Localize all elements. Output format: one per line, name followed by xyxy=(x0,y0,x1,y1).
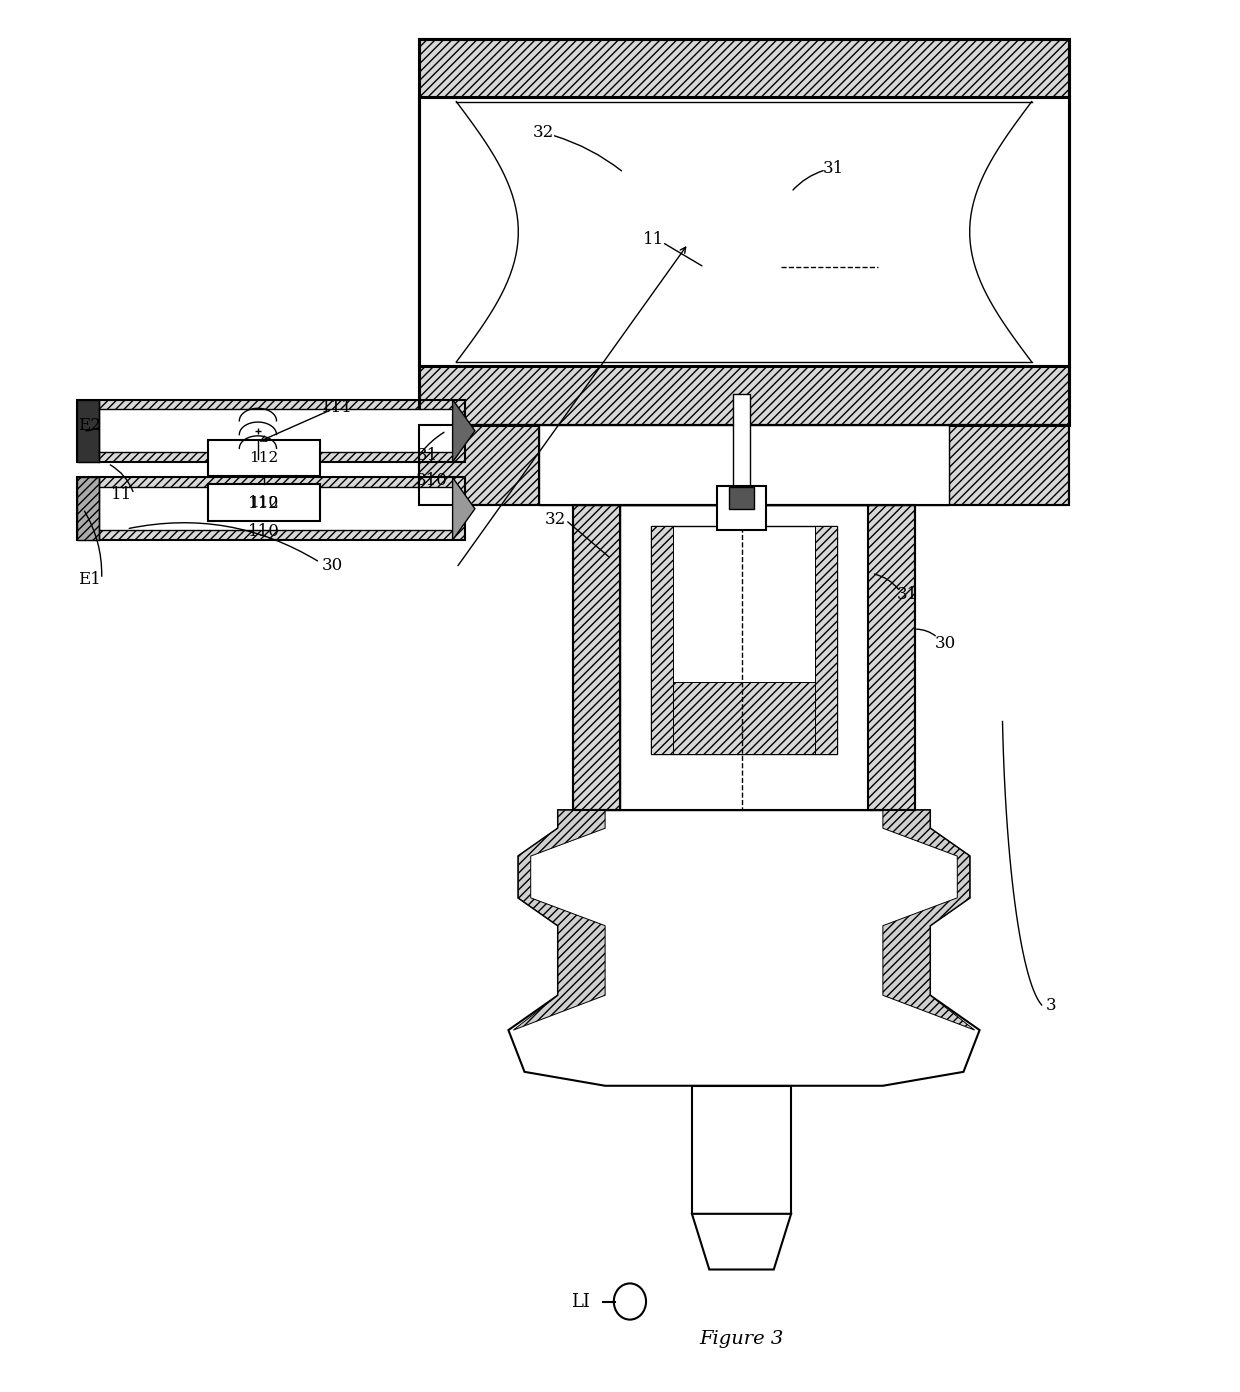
Text: 30: 30 xyxy=(321,557,343,574)
Bar xyxy=(733,394,750,498)
Bar xyxy=(651,526,673,754)
Bar xyxy=(573,505,915,810)
Text: Figure 3: Figure 3 xyxy=(699,1331,784,1347)
Polygon shape xyxy=(453,477,475,540)
Bar xyxy=(868,505,915,810)
Text: 110: 110 xyxy=(248,523,280,540)
Text: E2: E2 xyxy=(78,418,100,434)
Bar xyxy=(539,425,949,505)
Bar xyxy=(419,425,539,505)
Text: 110: 110 xyxy=(249,496,279,509)
Polygon shape xyxy=(453,400,475,462)
Polygon shape xyxy=(692,1214,791,1270)
Bar xyxy=(717,486,766,530)
Bar xyxy=(620,505,868,810)
Bar xyxy=(77,400,99,462)
Bar xyxy=(87,487,455,530)
Bar xyxy=(77,477,465,540)
Text: E1: E1 xyxy=(78,571,100,587)
Polygon shape xyxy=(508,810,980,1086)
Text: 310: 310 xyxy=(415,472,448,489)
Bar xyxy=(208,440,320,476)
Bar xyxy=(949,425,1069,505)
Text: LI: LI xyxy=(570,1293,590,1310)
Polygon shape xyxy=(883,810,975,1030)
Text: 3: 3 xyxy=(1047,997,1056,1013)
Bar xyxy=(419,39,1069,97)
Bar xyxy=(87,409,455,452)
Bar xyxy=(77,477,99,540)
Text: 32: 32 xyxy=(532,124,554,141)
Bar xyxy=(729,487,754,509)
Text: 30: 30 xyxy=(934,635,956,651)
Text: 31: 31 xyxy=(417,447,439,464)
Bar xyxy=(573,505,620,810)
Text: 112: 112 xyxy=(248,496,280,512)
Bar xyxy=(692,1086,791,1214)
Bar xyxy=(419,97,1069,366)
Text: 112: 112 xyxy=(249,451,279,465)
Bar xyxy=(208,484,320,521)
Bar xyxy=(651,526,837,754)
Bar xyxy=(419,425,1069,505)
Text: 31: 31 xyxy=(822,160,844,177)
Bar xyxy=(419,39,1069,425)
Polygon shape xyxy=(513,810,605,1030)
Bar xyxy=(673,682,815,754)
Bar xyxy=(77,400,465,462)
Text: 11: 11 xyxy=(110,486,133,503)
Text: 31: 31 xyxy=(897,586,919,603)
Bar xyxy=(419,366,1069,425)
Text: 11: 11 xyxy=(642,231,665,248)
Text: 111: 111 xyxy=(321,400,353,416)
Bar xyxy=(815,526,837,754)
Text: 32: 32 xyxy=(544,511,567,528)
